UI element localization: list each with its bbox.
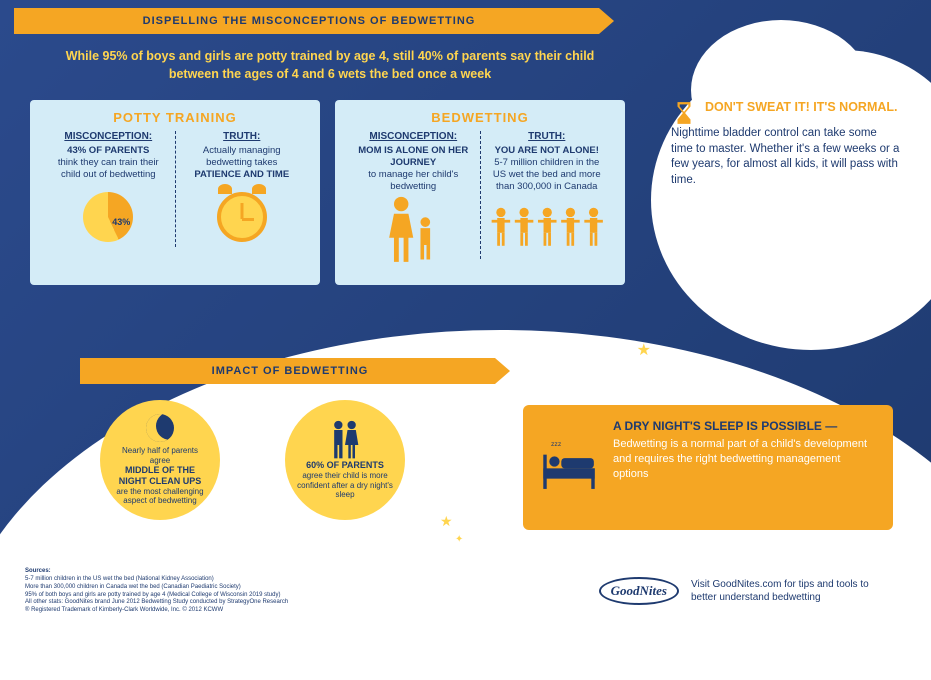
star-icon: ✦ <box>455 534 463 545</box>
parents-icon <box>328 420 362 460</box>
truth-head: TRUTH: <box>182 131 303 142</box>
main-banner: DISPELLING THE MISCONCEPTIONS OF BEDWETT… <box>14 8 614 34</box>
footer-logo-area: GoodNites Visit GoodNites.com for tips a… <box>599 577 891 605</box>
moon-icon <box>146 414 174 442</box>
callout-body: Bedwetting is a normal part of a child's… <box>613 437 877 482</box>
card-title: POTTY TRAINING <box>42 110 308 125</box>
sidebar-body: Nighttime bladder control can take some … <box>671 126 901 188</box>
pie-chart-icon: 43% <box>83 192 133 242</box>
misconception-body: MOM IS ALONE ON HER JOURNEY to manage he… <box>353 145 474 193</box>
sidebar-title: DON'T SWEAT IT! IT'S NORMAL. <box>671 100 901 115</box>
sidebar-callout: DON'T SWEAT IT! IT'S NORMAL. Nighttime b… <box>671 100 901 188</box>
hourglass-icon <box>671 100 697 126</box>
footer-sources: Sources: 5-7 million children in the US … <box>25 568 288 615</box>
misconception-head: MISCONCEPTION: <box>48 131 169 142</box>
card-title: BEDWETTING <box>347 110 613 125</box>
bedwetting-card: BEDWETTING MISCONCEPTION: MOM IS ALONE O… <box>335 100 625 285</box>
stat-circle-confidence: 60% OF PARENTS agree their child is more… <box>285 400 405 520</box>
truth-head: TRUTH: <box>487 131 608 142</box>
misconception-body: 43% OF PARENTS think they can train thei… <box>48 145 169 181</box>
mother-child-icon <box>353 192 474 264</box>
potty-training-card: POTTY TRAINING MISCONCEPTION: 43% OF PAR… <box>30 100 320 285</box>
dry-night-callout: zzz A DRY NIGHT'S SLEEP IS POSSIBLE — Be… <box>523 405 893 530</box>
bed-icon: zzz <box>539 419 599 516</box>
star-icon: ★ <box>440 513 453 530</box>
clock-icon <box>217 192 267 242</box>
footer-cta: Visit GoodNites.com for tips and tools t… <box>691 578 891 604</box>
stat-circle-cleanups: Nearly half of parents agree MIDDLE OF T… <box>100 400 220 520</box>
goodnites-logo: GoodNites <box>599 577 679 605</box>
impact-banner: IMPACT OF BEDWETTING <box>80 358 510 384</box>
callout-title: A DRY NIGHT'S SLEEP IS POSSIBLE — <box>613 419 877 433</box>
intro-text: While 95% of boys and girls are potty tr… <box>40 48 620 83</box>
svg-text:zzz: zzz <box>551 441 562 448</box>
people-chain-icon <box>487 205 608 251</box>
star-icon: ★ <box>637 340 651 360</box>
misconception-head: MISCONCEPTION: <box>353 131 474 142</box>
truth-body: YOU ARE NOT ALONE! 5-7 million children … <box>487 145 608 193</box>
truth-body: Actually managing bedwetting takes PATIE… <box>182 145 303 181</box>
cloud-decoration-top <box>651 50 931 350</box>
